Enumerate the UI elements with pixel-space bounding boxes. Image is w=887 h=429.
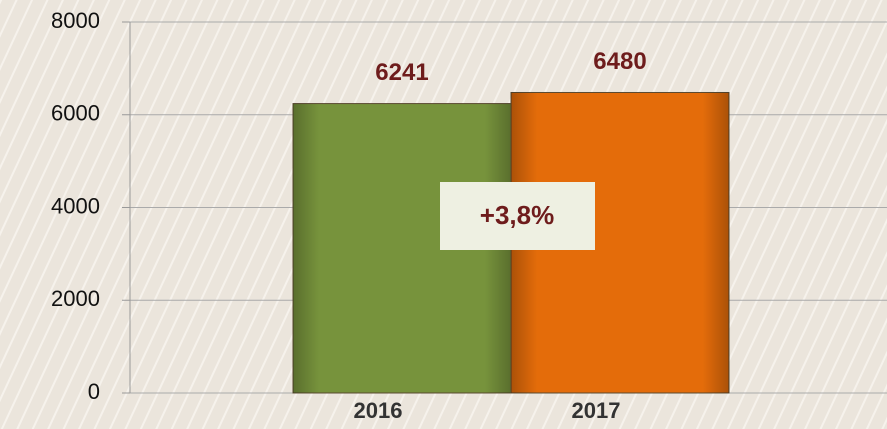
data-label: 6480 [593,48,646,75]
annotation-box [440,182,595,250]
x-tick-label: 2016 [354,398,403,423]
x-tick-label: 2017 [572,398,621,423]
y-tick-label: 2000 [51,286,100,311]
y-tick-label: 6000 [51,101,100,126]
y-tick-label: 8000 [51,8,100,33]
data-label: 6241 [375,59,428,86]
y-tick-label: 4000 [51,193,100,218]
annotation: +3,8% [480,200,554,230]
y-tick-label: 0 [88,379,100,404]
